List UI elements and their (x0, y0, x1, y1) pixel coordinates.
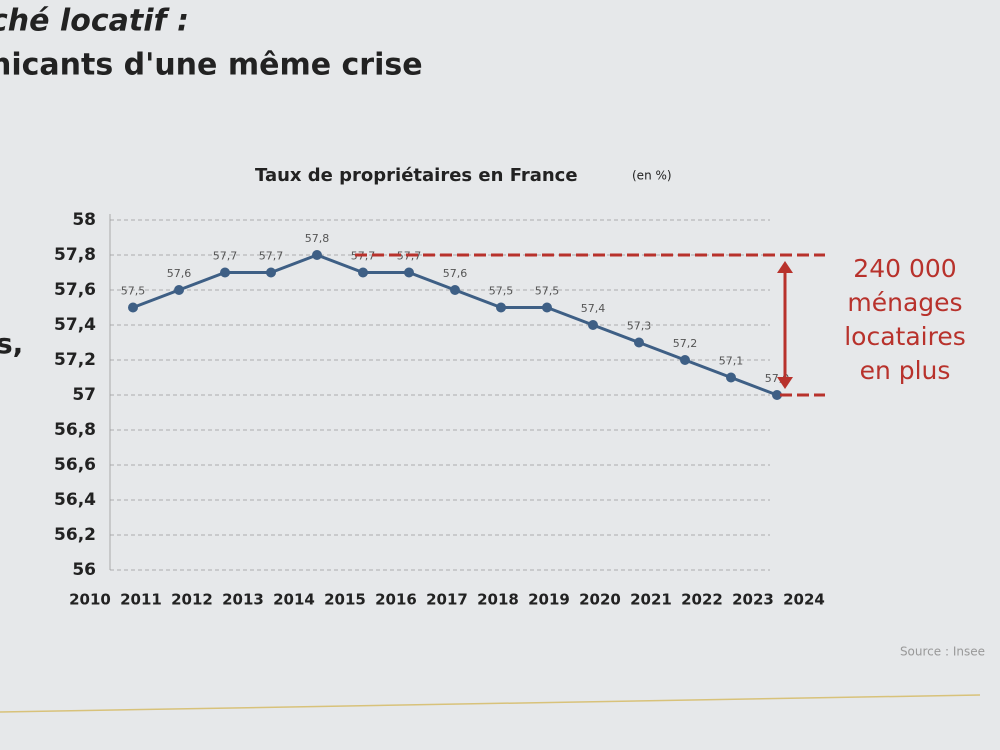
marker (496, 302, 506, 313)
x-tick-label: 2019 (528, 591, 570, 609)
marker (128, 302, 138, 313)
marker (588, 320, 598, 330)
data-label: 57,6 (167, 267, 192, 280)
marker (174, 285, 184, 295)
y-tick-label: 57,4 (54, 315, 96, 335)
x-tick-label: 2014 (273, 591, 315, 609)
arrow-head (777, 261, 793, 273)
y-tick-label: 56,4 (54, 490, 96, 510)
y-tick-label: 58 (72, 210, 96, 230)
annotation-text: locataires (844, 322, 966, 351)
y-tick-label: 57 (72, 385, 96, 405)
y-tick-label: 56,8 (54, 420, 96, 440)
chart-subtitle: (en %) (632, 169, 672, 183)
heading-line: ché locatif : (0, 4, 189, 39)
heading-line: nicants d'une même crise (0, 48, 423, 83)
data-label: 57,3 (627, 320, 652, 333)
x-tick-label: 2020 (579, 591, 621, 609)
x-tick-label: 2023 (732, 591, 774, 609)
x-tick-label: 2013 (222, 591, 264, 609)
chart-title: Taux de propriétaires en France (255, 165, 578, 186)
data-label: 57,5 (489, 285, 514, 298)
data-label: 57,1 (719, 355, 744, 368)
x-tick-label: 2022 (681, 591, 723, 609)
rule (0, 694, 981, 713)
marker (450, 285, 460, 295)
marker (312, 250, 322, 260)
x-tick-label: 2016 (375, 591, 417, 609)
x-tick-label: 2015 (324, 591, 366, 609)
arrow-head (777, 377, 793, 389)
data-label: 57,8 (305, 232, 330, 245)
y-tick-label: 56,6 (54, 455, 96, 475)
annotation-text: en plus (860, 356, 951, 385)
y-tick-label: 56,2 (54, 525, 96, 545)
data-label: 57,7 (213, 250, 238, 263)
x-tick-label: 2012 (171, 591, 213, 609)
y-tick-label: 57,8 (54, 245, 96, 265)
marker (542, 302, 552, 313)
side-mark: s, (0, 327, 23, 360)
marker (726, 372, 736, 383)
x-tick-label: 2011 (120, 591, 162, 609)
x-tick-label: 2010 (69, 591, 111, 609)
y-tick-label: 56 (72, 560, 96, 580)
data-label: 57,5 (121, 285, 146, 298)
marker (680, 355, 690, 365)
marker (358, 267, 368, 278)
y-tick-label: 57,2 (54, 350, 96, 370)
marker (220, 267, 230, 278)
x-tick-label: 2021 (630, 591, 672, 609)
x-tick-label: 2018 (477, 591, 519, 609)
marker (404, 267, 414, 278)
data-label: 57,7 (259, 250, 284, 263)
marker (266, 267, 276, 278)
x-tick-label: 2017 (426, 591, 468, 609)
marker (634, 337, 644, 348)
source: Source : Insee (900, 645, 985, 659)
x-tick-label: 2024 (783, 591, 825, 609)
y-tick-label: 57,6 (54, 280, 96, 300)
annotation-text: 240 000 (853, 254, 956, 283)
data-label: 57,4 (581, 302, 606, 315)
marker (772, 390, 782, 400)
data-label: 57,5 (535, 285, 560, 298)
annotation-text: ménages (847, 288, 962, 317)
data-label: 57,6 (443, 267, 468, 280)
data-label: 57,2 (673, 337, 698, 350)
